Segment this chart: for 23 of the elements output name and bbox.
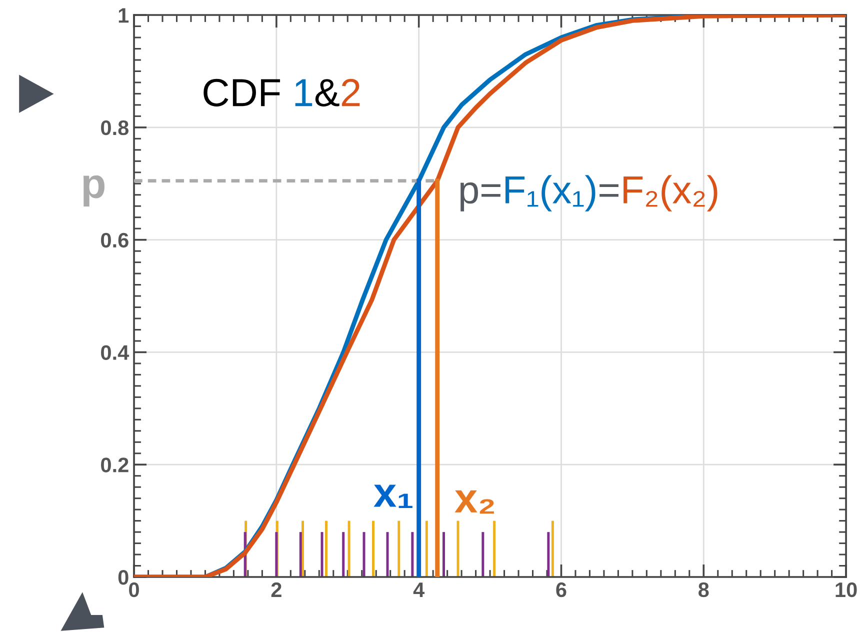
y-tick-label: 0.4 xyxy=(101,345,130,360)
annotation: p= xyxy=(460,182,500,212)
y-tick-label: 0.2 xyxy=(101,458,128,472)
annotation: CDF xyxy=(204,78,280,106)
x-tick-label: 0 xyxy=(129,582,139,598)
x-tick-label: 6 xyxy=(556,582,566,598)
annotation: F₁(x₁) xyxy=(506,175,596,212)
x-tick-label: 2 xyxy=(271,582,282,597)
y-tick-label: 0.6 xyxy=(101,232,128,248)
annotation: 2 xyxy=(342,78,360,106)
x-tick-label: 4 xyxy=(413,582,425,597)
annotation: x₂ xyxy=(454,490,494,514)
text: p xyxy=(83,175,104,206)
annotation: x₁ xyxy=(374,484,412,508)
x-tick-label: 8 xyxy=(698,582,709,598)
annotation: F₂(x₂) xyxy=(624,175,718,212)
y-tick-label: 0 xyxy=(118,570,128,585)
annotation: = xyxy=(600,184,618,197)
annotation: 1 xyxy=(295,79,312,106)
x-tick-label: 10 xyxy=(836,582,857,598)
annotation: & xyxy=(315,79,340,106)
y-tick-label: 1 xyxy=(118,8,129,23)
y-tick-label: 0.8 xyxy=(101,120,129,136)
